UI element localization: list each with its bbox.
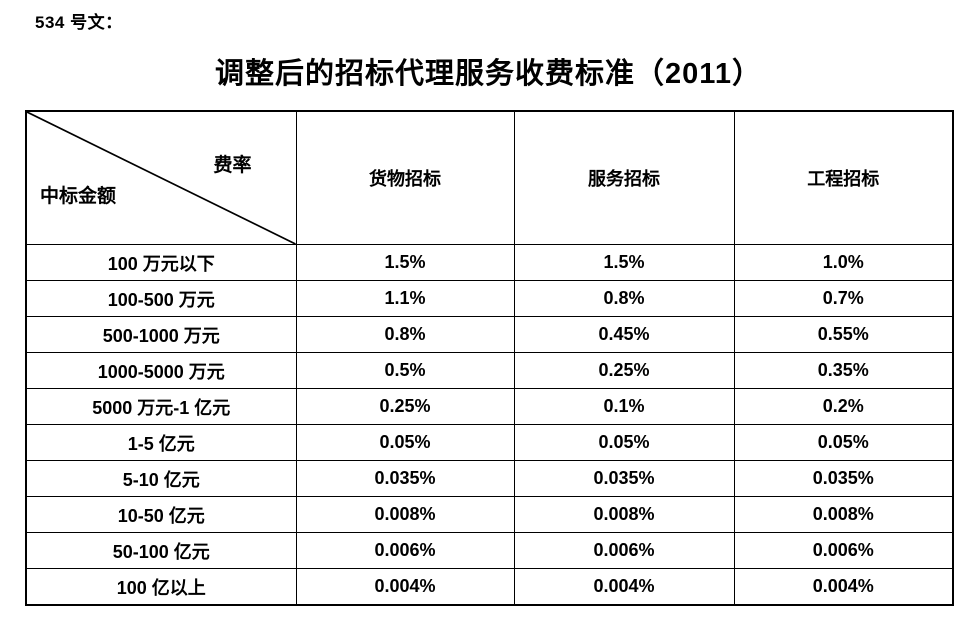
row-label: 1000-5000 万元 [25, 352, 297, 389]
row-label: 500-1000 万元 [25, 316, 297, 353]
table-row: 100 万元以下 1.5% 1.5% 1.0% [25, 244, 954, 281]
fee-cell: 0.05% [733, 424, 954, 461]
table-header-row: 费率 中标金额 货物招标 服务招标 工程招标 [25, 110, 954, 245]
fee-cell: 0.004% [513, 568, 735, 606]
corner-label-rate: 费率 [213, 155, 252, 176]
fee-table: 费率 中标金额 货物招标 服务招标 工程招标 100 万元以下 1.5% 1.5… [25, 110, 954, 606]
fee-cell: 0.004% [733, 568, 954, 606]
fee-cell: 0.5% [295, 352, 515, 389]
fee-cell: 0.006% [513, 532, 735, 569]
fee-cell: 1.5% [295, 244, 515, 281]
page-title: 调整后的招标代理服务收费标准（2011） [215, 58, 762, 90]
fee-cell: 0.035% [733, 460, 954, 497]
table-row: 5000 万元-1 亿元 0.25% 0.1% 0.2% [25, 388, 954, 425]
column-header-engineering: 工程招标 [733, 110, 954, 245]
fee-cell: 0.25% [513, 352, 735, 389]
fee-cell: 0.25% [295, 388, 515, 425]
row-label: 5-10 亿元 [25, 460, 297, 497]
fee-cell: 0.006% [733, 532, 954, 569]
column-header-services: 服务招标 [513, 110, 735, 245]
table-row: 100 亿以上 0.004% 0.004% 0.004% [25, 568, 954, 606]
fee-cell: 0.1% [513, 388, 735, 425]
fee-cell: 0.2% [733, 388, 954, 425]
fee-cell: 0.05% [295, 424, 515, 461]
fee-cell: 0.008% [295, 496, 515, 533]
fee-cell: 0.006% [295, 532, 515, 569]
fee-cell: 1.1% [295, 280, 515, 317]
fee-cell: 0.35% [733, 352, 954, 389]
row-label: 50-100 亿元 [25, 532, 297, 569]
table-row: 500-1000 万元 0.8% 0.45% 0.55% [25, 316, 954, 353]
corner-label-amount: 中标金额 [40, 186, 117, 207]
table-row: 10-50 亿元 0.008% 0.008% 0.008% [25, 496, 954, 533]
doc-number-label: 534 号文： [35, 13, 123, 32]
fee-cell: 0.035% [513, 460, 735, 497]
row-label: 100 亿以上 [25, 568, 297, 606]
column-header-goods: 货物招标 [295, 110, 515, 245]
corner-header-cell: 费率 中标金额 [25, 110, 297, 245]
fee-cell: 0.004% [295, 568, 515, 606]
fee-cell: 0.008% [513, 496, 735, 533]
table-row: 1000-5000 万元 0.5% 0.25% 0.35% [25, 352, 954, 389]
fee-cell: 1.5% [513, 244, 735, 281]
fee-cell: 0.8% [513, 280, 735, 317]
row-label: 100 万元以下 [25, 244, 297, 281]
row-label: 100-500 万元 [25, 280, 297, 317]
row-label: 10-50 亿元 [25, 496, 297, 533]
table-row: 50-100 亿元 0.006% 0.006% 0.006% [25, 532, 954, 569]
fee-cell: 0.008% [733, 496, 954, 533]
table-row: 5-10 亿元 0.035% 0.035% 0.035% [25, 460, 954, 497]
fee-cell: 0.05% [513, 424, 735, 461]
table-row: 1-5 亿元 0.05% 0.05% 0.05% [25, 424, 954, 461]
fee-cell: 0.8% [295, 316, 515, 353]
fee-cell: 0.7% [733, 280, 954, 317]
fee-cell: 1.0% [733, 244, 954, 281]
row-label: 1-5 亿元 [25, 424, 297, 461]
diagonal-divider-line [27, 112, 296, 244]
fee-cell: 0.035% [295, 460, 515, 497]
row-label: 5000 万元-1 亿元 [25, 388, 297, 425]
fee-cell: 0.45% [513, 316, 735, 353]
fee-cell: 0.55% [733, 316, 954, 353]
table-row: 100-500 万元 1.1% 0.8% 0.7% [25, 280, 954, 317]
